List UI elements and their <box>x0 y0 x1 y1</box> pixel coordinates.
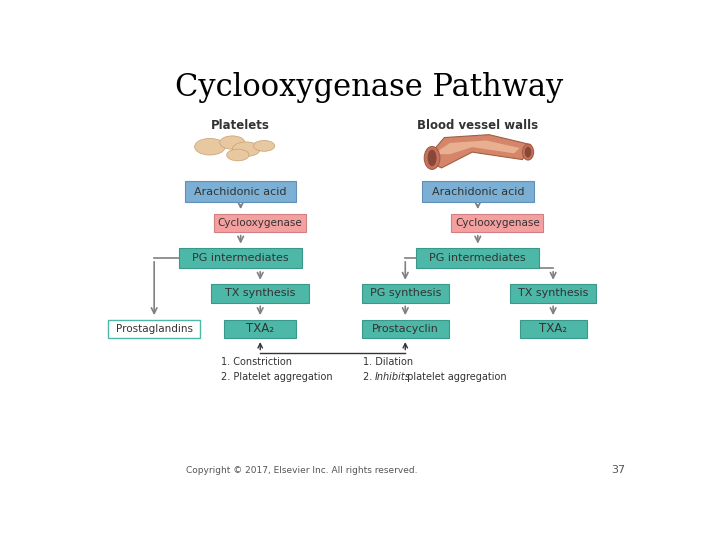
Text: Cyclooxygenase Pathway: Cyclooxygenase Pathway <box>175 72 563 103</box>
Text: Copyright © 2017, Elsevier Inc. All rights reserved.: Copyright © 2017, Elsevier Inc. All righ… <box>186 465 418 475</box>
Text: PG intermediates: PG intermediates <box>192 253 289 263</box>
FancyBboxPatch shape <box>212 285 309 302</box>
Text: TX synthesis: TX synthesis <box>225 288 295 299</box>
Text: Arachidonic acid: Arachidonic acid <box>194 187 287 197</box>
Text: Blood vessel walls: Blood vessel walls <box>418 119 539 132</box>
FancyBboxPatch shape <box>520 320 587 338</box>
Ellipse shape <box>428 150 436 166</box>
FancyBboxPatch shape <box>214 214 306 232</box>
Ellipse shape <box>220 136 245 149</box>
Text: Arachidonic acid: Arachidonic acid <box>431 187 524 197</box>
FancyBboxPatch shape <box>224 320 297 338</box>
Text: TXA₂: TXA₂ <box>246 322 274 335</box>
Text: 2. Platelet aggregation: 2. Platelet aggregation <box>221 373 333 382</box>
Text: 2.: 2. <box>364 373 376 382</box>
FancyBboxPatch shape <box>362 285 449 302</box>
FancyBboxPatch shape <box>451 214 544 232</box>
Ellipse shape <box>253 140 275 151</box>
FancyBboxPatch shape <box>362 320 449 338</box>
Text: 37: 37 <box>611 465 626 475</box>
Text: Cyclooxygenase: Cyclooxygenase <box>218 218 302 228</box>
Ellipse shape <box>424 146 440 170</box>
Polygon shape <box>425 134 531 168</box>
Text: Inhibits: Inhibits <box>374 373 410 382</box>
FancyBboxPatch shape <box>185 181 297 202</box>
Ellipse shape <box>523 144 534 160</box>
Text: 1. Constriction: 1. Constriction <box>221 357 292 367</box>
Text: 1. Dilation: 1. Dilation <box>364 357 413 367</box>
FancyBboxPatch shape <box>179 248 302 268</box>
Text: Prostacyclin: Prostacyclin <box>372 324 438 334</box>
Text: PG synthesis: PG synthesis <box>369 288 441 299</box>
Ellipse shape <box>194 138 225 155</box>
Text: Cyclooxygenase: Cyclooxygenase <box>455 218 540 228</box>
FancyBboxPatch shape <box>510 285 596 302</box>
Text: TX synthesis: TX synthesis <box>518 288 588 299</box>
Text: TXA₂: TXA₂ <box>539 322 567 335</box>
Ellipse shape <box>233 142 260 157</box>
Ellipse shape <box>227 149 249 161</box>
Text: platelet aggregation: platelet aggregation <box>404 373 506 382</box>
Text: Prostaglandins: Prostaglandins <box>116 324 193 334</box>
Text: Platelets: Platelets <box>211 119 270 132</box>
FancyBboxPatch shape <box>108 320 200 338</box>
Text: PG intermediates: PG intermediates <box>430 253 526 263</box>
FancyBboxPatch shape <box>416 248 539 268</box>
Ellipse shape <box>525 147 531 158</box>
FancyBboxPatch shape <box>422 181 534 202</box>
Polygon shape <box>433 140 520 154</box>
